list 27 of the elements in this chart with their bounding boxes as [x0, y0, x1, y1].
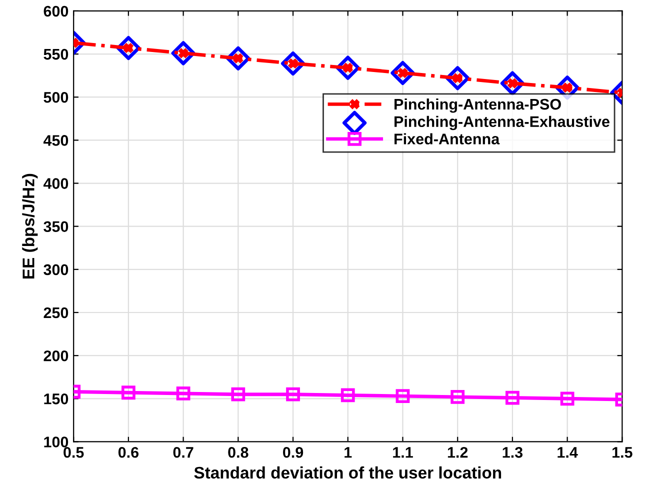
x-tick-label: 0.7: [173, 446, 194, 458]
x-axis-title: Standard deviation of the user location: [194, 466, 502, 479]
x-tick-label: 1.1: [393, 447, 413, 458]
legend-label: Pinching-Antenna-Exhaustive: [394, 116, 610, 130]
x-tick-label: 1.4: [558, 447, 578, 458]
y-tick-label: 100: [44, 436, 68, 448]
x-tick-label: 1.5: [612, 447, 632, 458]
legend-label: Fixed-Antenna: [394, 133, 500, 144]
y-tick-label: 600: [44, 6, 68, 17]
x-tick-label: 0.9: [283, 446, 304, 458]
y-tick-label: 250: [44, 307, 68, 318]
y-tick-label: 500: [44, 92, 68, 103]
x-tick-label: 0.5: [64, 446, 84, 458]
y-tick-label: 550: [44, 48, 68, 60]
y-tick-label: 400: [43, 178, 68, 189]
legend-label: Pinching-Antenna-PSO: [394, 98, 561, 113]
y-tick-label: 200: [44, 350, 68, 362]
y-tick-label: 150: [44, 394, 68, 404]
x-tick-label: 0.6: [118, 446, 139, 458]
x-tick-label: 0.8: [228, 446, 248, 458]
x-tick-label: 1: [344, 447, 352, 458]
y-axis-title: EE (bps/J/Hz): [22, 174, 38, 278]
y-tick-label: 300: [44, 264, 68, 276]
x-tick-label: 1.2: [448, 446, 468, 458]
x-tick-label: 1.3: [502, 446, 523, 458]
y-tick-label: 350: [44, 221, 68, 232]
y-tick-label: 450: [43, 135, 68, 146]
